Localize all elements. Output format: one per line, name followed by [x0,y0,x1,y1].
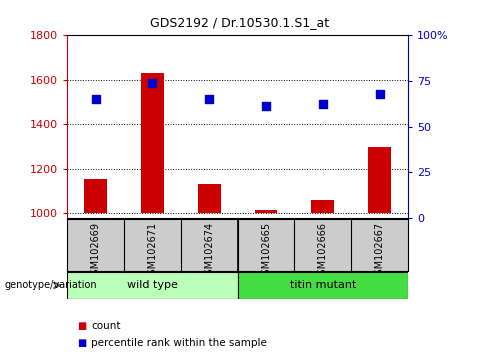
Text: GSM102667: GSM102667 [374,222,384,281]
Bar [198,184,220,213]
Bar [141,73,164,213]
Bar [84,179,107,213]
Text: ■: ■ [77,321,86,331]
Point [262,103,270,109]
Text: titin mutant: titin mutant [289,280,356,290]
Text: GSM102665: GSM102665 [261,222,271,281]
Text: GSM102674: GSM102674 [204,222,214,281]
Bar [238,272,408,299]
Text: GSM102671: GSM102671 [147,222,157,281]
Text: GSM102666: GSM102666 [318,222,328,281]
Point [376,91,384,96]
Bar [254,210,277,213]
Point [319,101,326,107]
Text: GSM102669: GSM102669 [91,222,101,281]
Bar [312,200,334,213]
Point [205,96,213,102]
Text: ■: ■ [77,338,86,348]
Point [148,80,156,86]
Text: genotype/variation: genotype/variation [5,280,97,290]
Text: count: count [91,321,120,331]
Bar [368,147,391,213]
Point [92,96,99,102]
Text: percentile rank within the sample: percentile rank within the sample [91,338,267,348]
Text: GDS2192 / Dr.10530.1.S1_at: GDS2192 / Dr.10530.1.S1_at [150,16,330,29]
Text: wild type: wild type [127,280,178,290]
Bar [67,272,238,299]
